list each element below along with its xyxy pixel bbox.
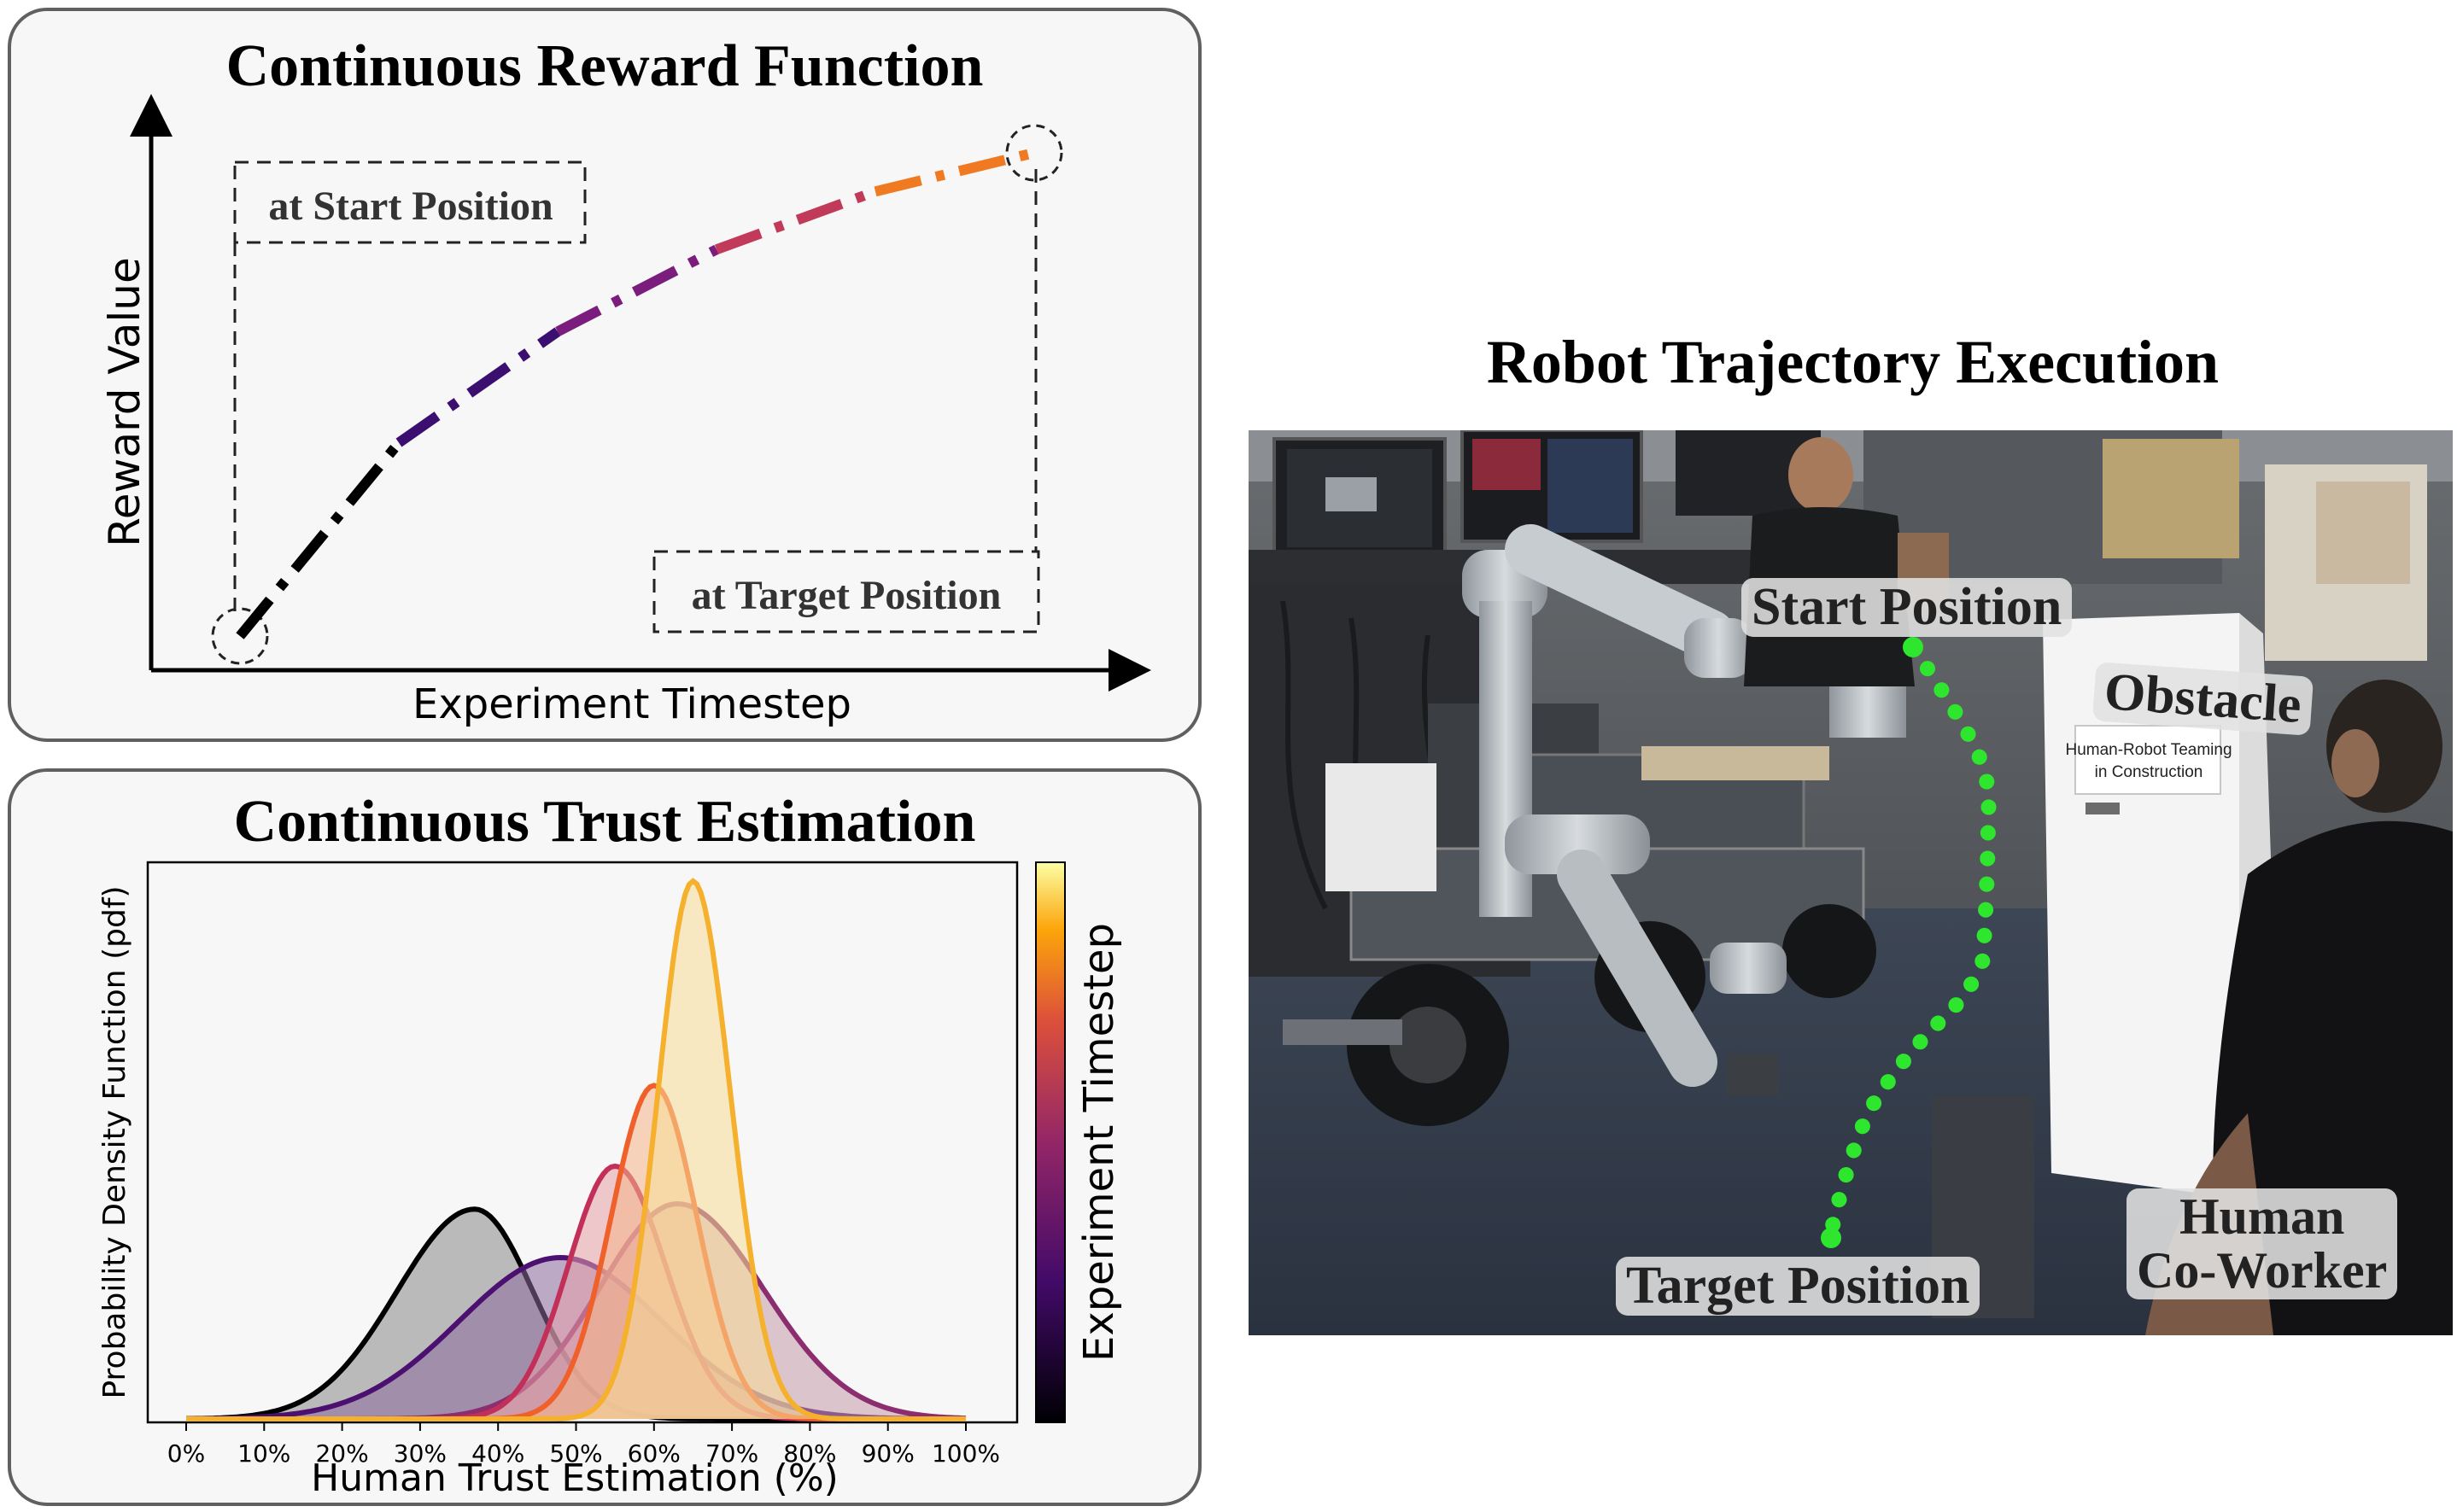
- pdf-line-6: [186, 878, 966, 1422]
- target-circle: [1005, 124, 1063, 182]
- reward-segment-5: [874, 148, 1036, 197]
- sign-line1: Human-Robot Teaming: [2065, 741, 2232, 759]
- human-label-line1: Human: [2179, 1188, 2345, 1245]
- sign-line2: in Construction: [2095, 763, 2203, 781]
- start-label-box: [233, 161, 587, 244]
- reward-ylabel: Reward Value: [100, 257, 149, 546]
- robot-scene-photo: Human-Robot Teaming in Construction Star…: [1249, 430, 2453, 1335]
- robot-trajectory-title: Robot Trajectory Execution: [1486, 328, 2220, 396]
- x-tick-label: 10%: [237, 1439, 290, 1468]
- reward-title: Continuous Reward Function: [225, 33, 984, 99]
- colorbar: [1035, 861, 1066, 1423]
- target-point: [1821, 1228, 1841, 1248]
- trust-x-ticks: 0% 10% 20% 30% 40% 50% 60% 70% 80% 90% 100%: [167, 1422, 1000, 1468]
- trust-title: Continuous Trust Estimation: [233, 789, 976, 855]
- start-point: [1903, 637, 1923, 657]
- reward-segment-1: [236, 439, 403, 639]
- reward-curve: [236, 148, 1036, 639]
- trust-estimation-panel: Continuous Trust Estimation 0% 10% 20% 30% 4…: [8, 768, 1202, 1506]
- x-tick-label: 70%: [705, 1439, 758, 1468]
- x-tick-label: 60%: [628, 1439, 681, 1468]
- target-position-label: Target Position: [1616, 1257, 1980, 1316]
- x-tick-label: 40%: [471, 1439, 524, 1468]
- target-label: at Target Position: [692, 573, 1002, 618]
- pdf-area-1: [186, 1209, 966, 1419]
- reward-function-panel: Continuous Reward Function at Start Posi…: [8, 8, 1202, 742]
- x-tick-label: 50%: [549, 1439, 602, 1468]
- x-tick-label: 30%: [394, 1439, 447, 1468]
- start-circle: [211, 607, 269, 665]
- human-label-line2: Co-Worker: [2137, 1242, 2388, 1299]
- x-tick-label: 0%: [167, 1439, 205, 1468]
- colorbar-label: Experiment Timestep: [1075, 923, 1123, 1362]
- robot-scene-illustration: Human-Robot Teaming in Construction: [1249, 430, 2453, 1335]
- start-label: at Start Position: [268, 184, 553, 229]
- reward-segment-4: [714, 186, 878, 254]
- x-tick-label: 20%: [315, 1439, 368, 1468]
- trust-chart: 0% 10% 20% 30% 40% 50% 60% 70% 80% 90% 100% Experi…: [97, 861, 1123, 1500]
- pdf-area-4: [186, 1165, 966, 1419]
- reward-xlabel: Experiment Timestep: [412, 680, 851, 728]
- pdf-curves: [186, 878, 967, 1422]
- x-tick-label: 90%: [862, 1439, 915, 1468]
- trajectory-path: [1823, 639, 1997, 1241]
- x-tick-label: 100%: [932, 1439, 1000, 1468]
- start-position-label: Start Position: [1741, 578, 2073, 638]
- reward-chart: at Start Position at Target Position Exp…: [100, 94, 1151, 728]
- reward-segment-2: [395, 327, 561, 447]
- reward-segment-3: [555, 244, 719, 336]
- x-tick-label: 80%: [783, 1439, 836, 1468]
- target-label-box: [652, 550, 1040, 633]
- human-coworker-label: Human Co-Worker: [2126, 1188, 2398, 1299]
- trust-ylabel: Probability Density Function (pdf): [97, 885, 132, 1398]
- trust-xlabel: Human Trust Estimation (%): [311, 1457, 839, 1500]
